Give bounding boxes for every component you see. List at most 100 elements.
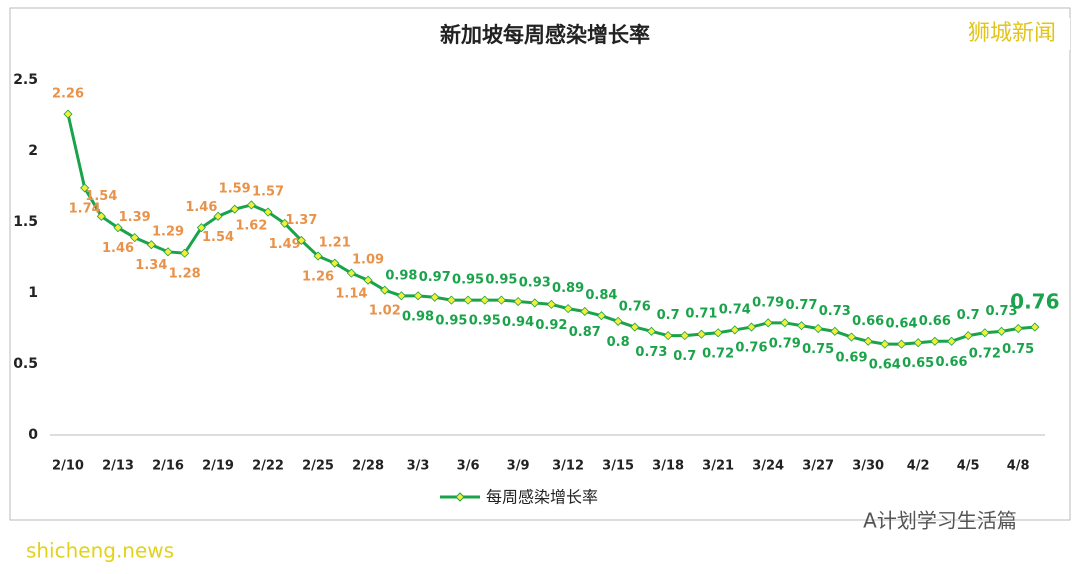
x-tick-label: 4/8 (1007, 459, 1030, 474)
marker (563, 304, 573, 314)
x-tick-label: 2/19 (202, 459, 234, 474)
data-label: 0.95 (485, 273, 517, 288)
data-label: 0.72 (969, 346, 1001, 361)
marker (863, 336, 873, 346)
watermark: 狮城新闻 (968, 21, 1056, 46)
data-label: 0.7 (957, 308, 980, 323)
data-label: 0.89 (552, 281, 584, 296)
marker (946, 336, 957, 346)
marker (230, 204, 240, 214)
data-label: 1.09 (352, 253, 384, 268)
data-label: 0.77 (785, 298, 817, 313)
marker (146, 240, 156, 250)
marker (196, 223, 206, 233)
marker (480, 295, 490, 305)
data-label: 0.75 (802, 342, 834, 357)
marker (796, 321, 807, 331)
marker (246, 200, 256, 210)
y-tick-label: 1.5 (13, 214, 38, 230)
data-label: 0.8 (607, 335, 630, 350)
data-label: 0.75 (1002, 342, 1034, 357)
data-label: 1.57 (252, 185, 284, 200)
marker (513, 296, 523, 307)
marker (163, 247, 173, 257)
marker (830, 326, 840, 336)
data-label: 1.46 (102, 241, 134, 256)
marker (413, 291, 423, 301)
x-tick-label: 2/28 (352, 459, 384, 474)
x-tick-label: 2/25 (302, 459, 334, 474)
y-tick-label: 0 (28, 427, 38, 443)
data-label: 1.21 (319, 236, 351, 251)
y-tick-label: 2 (28, 143, 38, 159)
data-label: 0.7 (673, 349, 696, 364)
x-tick-label: 2/16 (152, 459, 184, 474)
data-label: 0.94 (502, 315, 534, 330)
marker (446, 295, 456, 305)
data-label: 0.69 (835, 351, 867, 366)
data-label: 0.76 (735, 341, 767, 356)
marker (880, 339, 890, 349)
data-label: 0.64 (869, 358, 901, 373)
watermark: shicheng.news (26, 539, 174, 563)
marker (313, 251, 323, 261)
marker (580, 306, 590, 317)
marker (346, 268, 356, 278)
marker (680, 331, 690, 341)
marker (613, 316, 623, 326)
data-label: 1.39 (119, 210, 151, 225)
data-label: 1.62 (235, 218, 267, 233)
data-label: 0.98 (402, 309, 434, 324)
x-tick-label: 3/6 (457, 459, 480, 474)
marker (263, 207, 273, 217)
data-label: 1.59 (219, 182, 251, 197)
data-label: 0.76 (1010, 290, 1059, 314)
marker (846, 332, 857, 342)
data-label: 0.73 (819, 304, 851, 319)
x-tick-label: 3/21 (702, 459, 734, 474)
data-label: 0.64 (885, 317, 917, 332)
data-label: 1.26 (302, 270, 334, 285)
y-tick-label: 0.5 (13, 356, 38, 372)
marker (930, 336, 940, 346)
legend-marker (455, 492, 465, 502)
marker (430, 292, 440, 302)
data-label: 1.74 (69, 201, 101, 216)
marker (780, 318, 790, 328)
data-label: 0.79 (752, 295, 784, 310)
marker (663, 331, 673, 341)
data-label: 0.66 (935, 355, 967, 370)
watermark-bg (958, 18, 1070, 50)
x-tick-label: 2/13 (102, 459, 134, 474)
marker (963, 331, 973, 341)
marker (980, 328, 990, 338)
data-label: 0.74 (719, 302, 751, 317)
x-tick-label: 3/24 (752, 459, 784, 474)
x-tick-label: 3/27 (802, 459, 834, 474)
x-tick-label: 3/18 (652, 459, 684, 474)
data-label: 1.34 (135, 258, 167, 273)
chart-frame (9, 7, 1071, 521)
marker (213, 211, 223, 221)
data-label: 0.87 (569, 325, 601, 340)
marker (463, 295, 473, 305)
data-label: 0.79 (769, 336, 801, 351)
marker (280, 218, 290, 228)
marker (996, 326, 1007, 336)
marker (63, 109, 73, 119)
data-label: 2.26 (52, 87, 84, 102)
x-tick-label: 2/10 (52, 459, 84, 474)
marker (696, 329, 707, 339)
data-label: 0.72 (702, 346, 734, 361)
data-label: 1.02 (369, 304, 401, 319)
marker (763, 318, 773, 328)
marker (630, 322, 640, 332)
data-label: 1.54 (202, 230, 234, 245)
marker (646, 326, 657, 336)
data-label: 0.95 (469, 314, 501, 329)
marker (546, 299, 556, 309)
x-tick-label: 3/30 (852, 459, 884, 474)
data-label: 0.65 (902, 356, 934, 371)
